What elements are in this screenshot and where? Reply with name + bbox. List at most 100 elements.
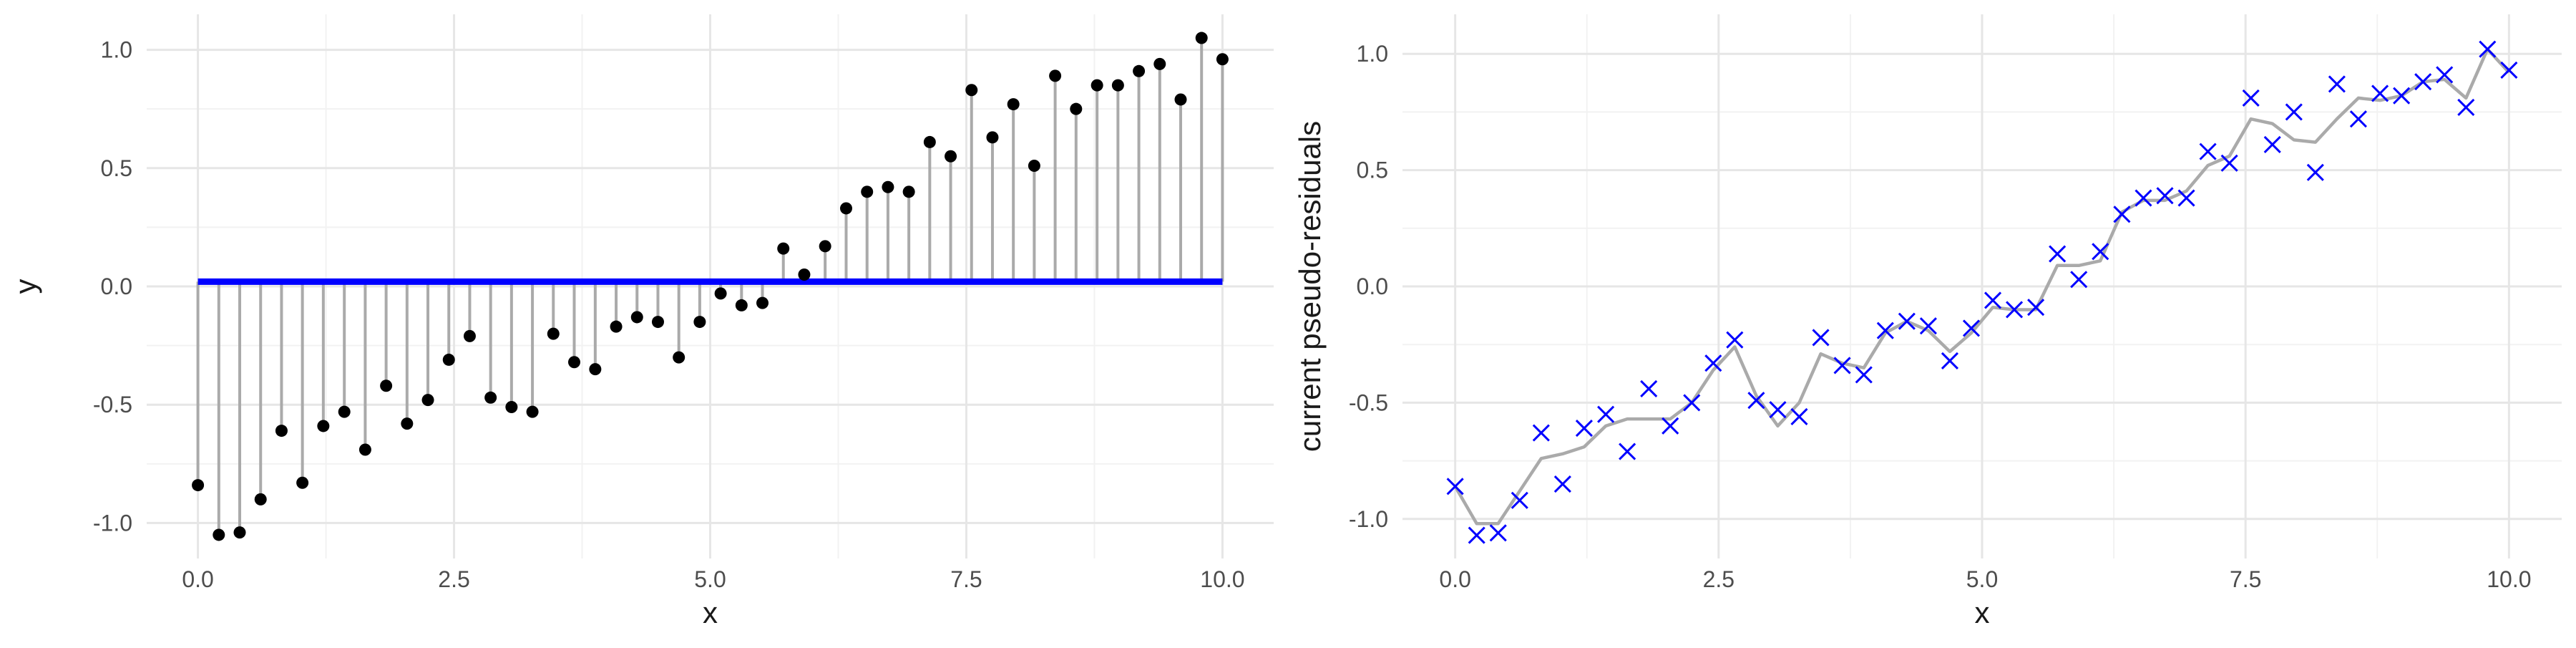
- y-tick-label: 0.0: [101, 274, 132, 299]
- data-point: [1091, 79, 1103, 92]
- data-point: [505, 401, 518, 414]
- residual-marker: [2285, 103, 2303, 121]
- marker-stroke: [2220, 154, 2238, 172]
- residual-marker: [1726, 331, 1744, 349]
- left-panel: -1.0 -0.5 0.0 0.5 1.0 0.0 2.5 5.0 7.5 10.0 x y: [9, 14, 1274, 629]
- marker-stroke: [1790, 407, 1808, 425]
- data-point: [254, 493, 267, 506]
- data-point: [589, 363, 602, 376]
- data-point: [861, 185, 874, 198]
- data-point: [673, 351, 686, 364]
- residual-marker: [2414, 73, 2432, 91]
- residual-marker: [2242, 89, 2260, 107]
- marker-stroke: [1962, 319, 1981, 337]
- marker-stroke: [2328, 75, 2346, 93]
- residual-marker: [2113, 205, 2131, 223]
- residual-marker: [1747, 392, 1765, 410]
- x-tick-label: 10.0: [2487, 566, 2531, 592]
- residual-marker: [2436, 66, 2454, 84]
- data-point: [526, 405, 539, 418]
- marker-stroke: [1941, 352, 1958, 369]
- left-y-tick-labels: -1.0 -0.5 0.0 0.5 1.0: [93, 37, 132, 536]
- marker-stroke: [2156, 187, 2174, 205]
- data-point: [756, 296, 769, 309]
- fitted-line: [1453, 47, 2511, 526]
- data-point: [945, 150, 957, 163]
- marker-stroke: [2371, 84, 2389, 102]
- data-point: [798, 268, 811, 281]
- residual-marker: [2156, 187, 2174, 205]
- residual-marker: [2306, 163, 2324, 181]
- residual-marker: [2199, 142, 2217, 160]
- residual-marker: [1941, 352, 1958, 369]
- x-tick-label: 0.0: [182, 566, 213, 592]
- residual-marker: [1597, 405, 1615, 423]
- y-tick-label: 0.0: [1357, 274, 1388, 299]
- marker-stroke: [1511, 491, 1528, 509]
- marker-stroke: [2049, 245, 2067, 263]
- marker-stroke: [1898, 312, 1916, 330]
- marker-stroke: [2479, 40, 2497, 58]
- data-point: [965, 84, 978, 97]
- data-point: [1028, 159, 1040, 172]
- right-panel: -1.0 -0.5 0.0 0.5 1.0 0.0 2.5 5.0 7.5 10.0 x cur…: [1293, 14, 2562, 629]
- data-point: [735, 299, 748, 311]
- residual-marker: [2177, 189, 2195, 207]
- x-tick-label: 10.0: [1200, 566, 1244, 592]
- residual-marker: [1468, 526, 1485, 544]
- marker-stroke: [1876, 321, 1894, 339]
- right-y-tick-labels: -1.0 -0.5 0.0 0.5 1.0: [1349, 41, 1388, 532]
- data-point: [442, 353, 455, 366]
- marker-stroke: [1919, 317, 1937, 335]
- left-x-axis-title: x: [703, 596, 718, 629]
- data-point: [651, 316, 664, 329]
- data-point: [1133, 64, 1146, 77]
- residual-marker: [2220, 154, 2238, 172]
- marker-stroke: [1468, 526, 1485, 544]
- y-tick-label: 0.5: [101, 155, 132, 181]
- data-point: [882, 180, 894, 193]
- data-point: [1070, 102, 1083, 115]
- data-point: [777, 242, 790, 255]
- y-tick-label: -0.5: [1349, 390, 1388, 415]
- data-point: [1174, 93, 1187, 106]
- residual-marker: [2457, 98, 2475, 116]
- data-point: [317, 420, 330, 432]
- right-series: [1446, 40, 2518, 544]
- residual-marker: [1876, 321, 1894, 339]
- y-tick-label: 1.0: [1357, 41, 1388, 67]
- residual-marker: [2263, 135, 2281, 153]
- x-tick-label: 2.5: [438, 566, 469, 592]
- marker-stroke: [1769, 401, 1787, 419]
- data-point: [819, 240, 831, 253]
- residual-marker: [1984, 291, 2002, 309]
- marker-stroke: [1446, 478, 1464, 495]
- right-x-axis-title: x: [1975, 596, 1990, 629]
- x-tick-label: 2.5: [1703, 566, 1735, 592]
- residual-marker: [1812, 329, 1830, 347]
- marker-stroke: [1553, 475, 1571, 493]
- marker-stroke: [1597, 405, 1615, 423]
- marker-stroke: [2113, 205, 2131, 223]
- residual-marker: [1790, 407, 1808, 425]
- marker-stroke: [2070, 271, 2088, 289]
- data-point: [463, 329, 476, 342]
- x-tick-label: 5.0: [694, 566, 726, 592]
- residual-marker: [1662, 417, 1679, 435]
- residual-marker: [2027, 299, 2045, 316]
- residual-marker: [1553, 475, 1571, 493]
- residual-marker: [1855, 366, 1873, 384]
- residual-marker: [2135, 189, 2152, 207]
- marker-stroke: [1683, 394, 1701, 412]
- data-point: [986, 131, 999, 144]
- residual-marker: [2393, 87, 2411, 105]
- marker-stroke: [2349, 110, 2367, 128]
- marker-stroke: [1662, 417, 1679, 435]
- left-x-tick-labels: 0.0 2.5 5.0 7.5 10.0: [182, 566, 1244, 592]
- marker-stroke: [2393, 87, 2411, 105]
- data-point: [1195, 32, 1208, 44]
- residual-marker: [1575, 420, 1593, 437]
- residual-marker: [1769, 401, 1787, 419]
- data-point: [1049, 69, 1062, 82]
